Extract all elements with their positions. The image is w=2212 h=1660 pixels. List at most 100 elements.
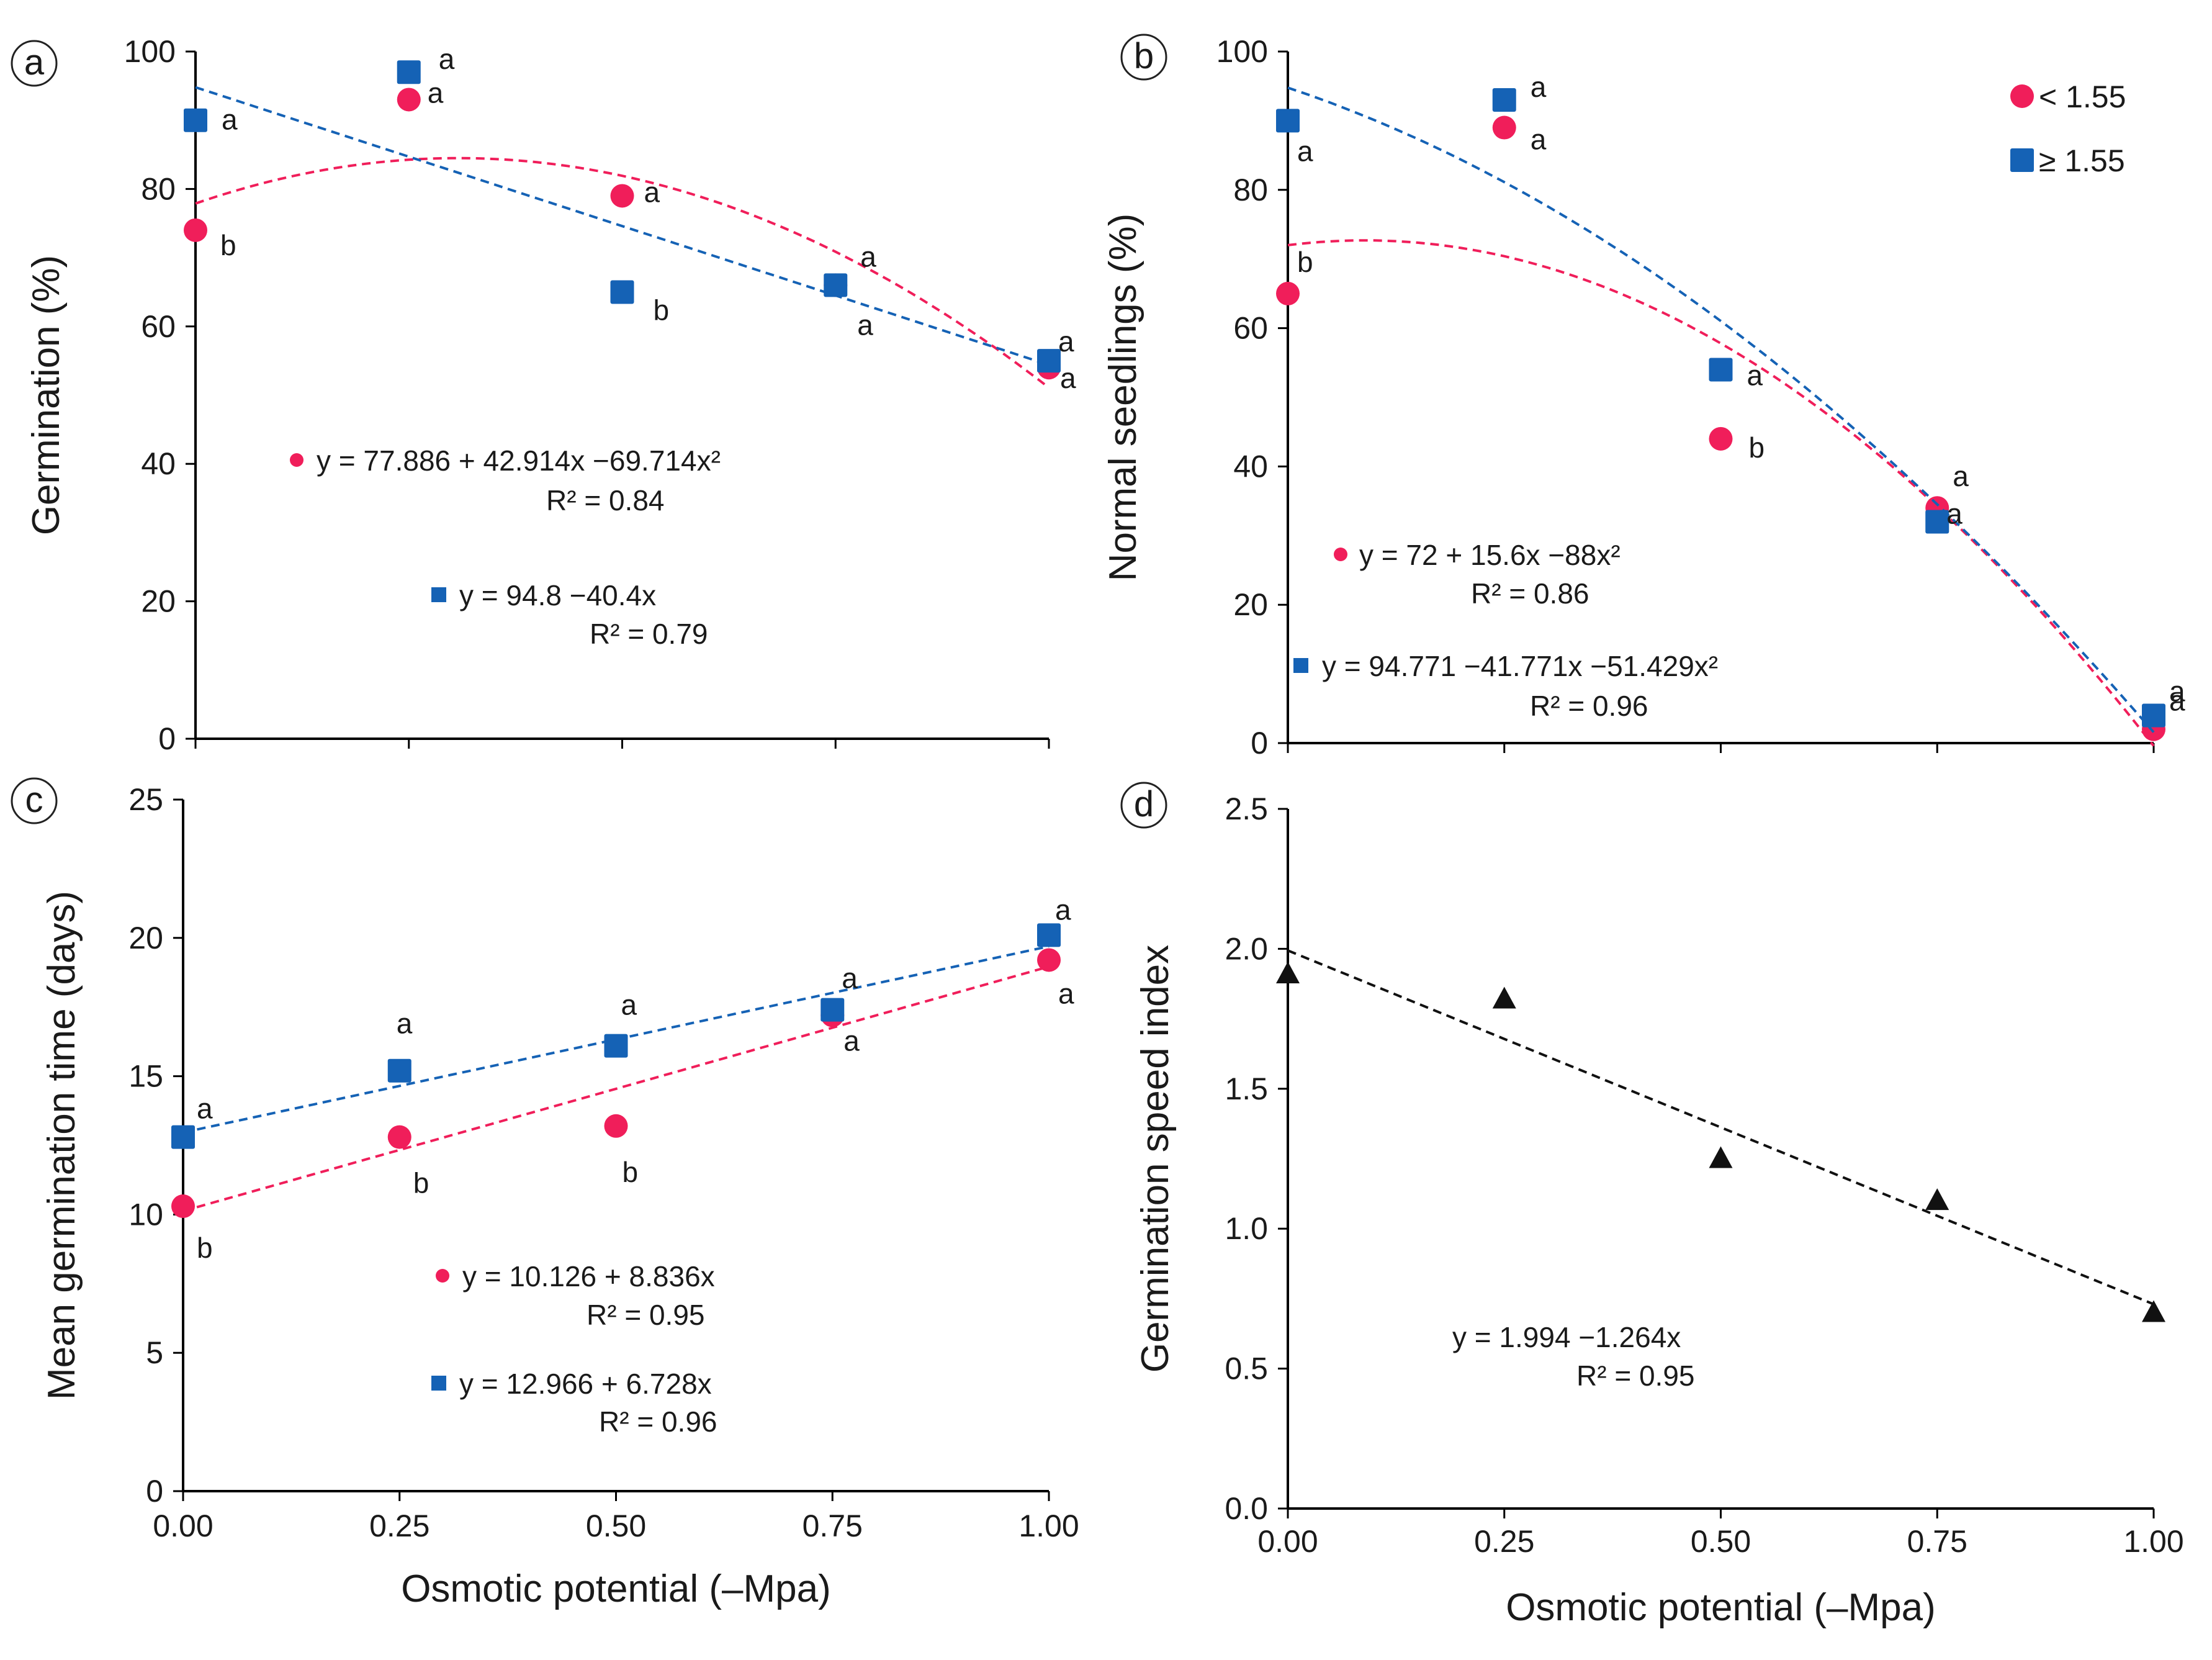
significance-letter: a: [439, 43, 455, 75]
r-squared-label: R² = 0.86: [1471, 577, 1589, 610]
y-tick-label: 20: [128, 921, 163, 955]
y-tick-label: 10: [128, 1197, 163, 1232]
significance-letter: a: [1946, 498, 1962, 530]
r-squared-label: R² = 0.96: [1530, 690, 1648, 722]
equation-marker: [436, 1269, 449, 1283]
y-tick-label: 20: [1233, 587, 1268, 622]
chart-panel-d: d 0.0 0.5 1.0 1.5 2.0 2.5 0.00 0.25 0.50 0.75 1.00 G…: [1120, 782, 2184, 1629]
significance-letter: b: [1297, 246, 1313, 278]
significance-letter: a: [857, 309, 873, 341]
y-tick-label: 20: [141, 584, 176, 619]
r-squared-label: R² = 0.95: [587, 1299, 705, 1331]
data-point: [1276, 281, 1300, 305]
data-point: [387, 1125, 411, 1149]
panel-letter: b: [1134, 36, 1154, 76]
equation-label: y = 77.886 + 42.914x −69.714x²: [317, 444, 721, 477]
data-point: [1276, 109, 1300, 133]
data-point: [2142, 1300, 2165, 1322]
significance-letter: a: [621, 989, 637, 1021]
significance-letter: b: [623, 1156, 639, 1188]
data-point: [1709, 1146, 1733, 1168]
x-tick-label: 0.25: [369, 1509, 429, 1543]
trend-line: [182, 965, 1050, 1212]
significance-letter: a: [843, 1025, 860, 1057]
y-tick-label: 0.5: [1225, 1351, 1268, 1386]
significance-letter: a: [1055, 893, 1071, 926]
panel-letter: c: [25, 780, 43, 820]
y-axis-title: Germination speed index: [1134, 945, 1177, 1373]
data-point: [184, 218, 207, 242]
y-tick-label: 1.5: [1225, 1071, 1268, 1106]
data-point: [824, 273, 848, 297]
x-tick-label: 0.50: [586, 1509, 646, 1543]
equation-marker: [431, 1376, 446, 1391]
data-point: [1037, 923, 1061, 947]
y-tick-label: 80: [1233, 173, 1268, 207]
significance-letter: a: [644, 176, 660, 208]
equation-label: y = 94.771 −41.771x −51.429x²: [1322, 650, 1718, 682]
significance-letter: b: [413, 1167, 429, 1199]
y-tick-label: 5: [146, 1335, 163, 1370]
equation-marker: [431, 587, 446, 602]
x-tick-label: 0.75: [1907, 1524, 1967, 1559]
trend-line: [195, 86, 1050, 366]
r-squared-label: R² = 0.79: [590, 618, 708, 650]
legend-label: < 1.55: [2039, 79, 2126, 114]
chart-panel-c: c 0 5 10 15 20 25 0.00 0.25 0.50 0.75 1.00 Mean germ…: [11, 777, 1079, 1610]
significance-letter: a: [1058, 977, 1074, 1009]
y-tick-label: 15: [128, 1059, 163, 1094]
significance-letter: a: [842, 962, 858, 995]
equation-marker: [1334, 548, 1347, 561]
significance-letter: a: [1531, 71, 1547, 103]
panel-letter: a: [24, 42, 45, 83]
y-tick-label: 2.5: [1225, 792, 1268, 826]
y-axis-title: Normal seedlings (%): [1102, 214, 1144, 582]
equation-label: y = 10.126 + 8.836x: [462, 1260, 715, 1292]
data-point: [171, 1125, 195, 1149]
significance-letter: a: [860, 240, 876, 273]
significance-letter: a: [397, 1008, 413, 1040]
data-point: [1492, 115, 1516, 140]
legend-marker: [2010, 148, 2034, 172]
y-tick-label: 1.0: [1225, 1211, 1268, 1246]
r-squared-label: R² = 0.84: [546, 484, 665, 516]
y-tick-label: 100: [124, 34, 176, 69]
panel-letter-circle: [1120, 782, 1167, 829]
significance-letter: a: [222, 104, 238, 136]
trend-line: [1287, 949, 2154, 1306]
equation-marker: [290, 453, 303, 467]
y-tick-label: 0: [158, 721, 176, 756]
x-tick-label: 1.00: [1018, 1509, 1079, 1543]
significance-letter: a: [2169, 675, 2185, 707]
significance-letter: a: [1747, 359, 1763, 391]
x-tick-label: 0.50: [1691, 1524, 1751, 1559]
trend-line: [195, 156, 1050, 389]
equation-marker: [1293, 658, 1308, 673]
significance-letter: a: [2169, 685, 2185, 717]
y-axis-title: Germination (%): [25, 255, 68, 535]
data-point: [821, 998, 845, 1022]
data-point: [184, 108, 207, 132]
panel-letter-circle: [11, 777, 58, 824]
panel-letter-circle: [1120, 34, 1167, 81]
y-axis-title: Mean germination time (days): [40, 891, 83, 1400]
x-tick-label: 0.75: [803, 1509, 863, 1543]
data-point: [604, 1034, 628, 1058]
legend-label: ≥ 1.55: [2039, 143, 2125, 178]
trend-line: [1287, 86, 2155, 733]
equation-label: y = 72 + 15.6x −88x²: [1359, 539, 1621, 571]
significance-letter: a: [197, 1093, 213, 1125]
data-point: [397, 88, 421, 112]
significance-letter: b: [654, 294, 670, 326]
y-tick-label: 40: [1233, 449, 1268, 484]
panel-letter: d: [1134, 784, 1154, 824]
data-point: [1492, 986, 1516, 1009]
y-tick-label: 60: [1233, 311, 1268, 346]
legend-marker: [2010, 84, 2034, 108]
data-point: [387, 1058, 411, 1083]
data-point: [397, 60, 421, 84]
significance-letter: b: [220, 229, 236, 261]
equation-label: y = 94.8 −40.4x: [459, 579, 656, 611]
significance-letter: b: [1749, 431, 1765, 464]
